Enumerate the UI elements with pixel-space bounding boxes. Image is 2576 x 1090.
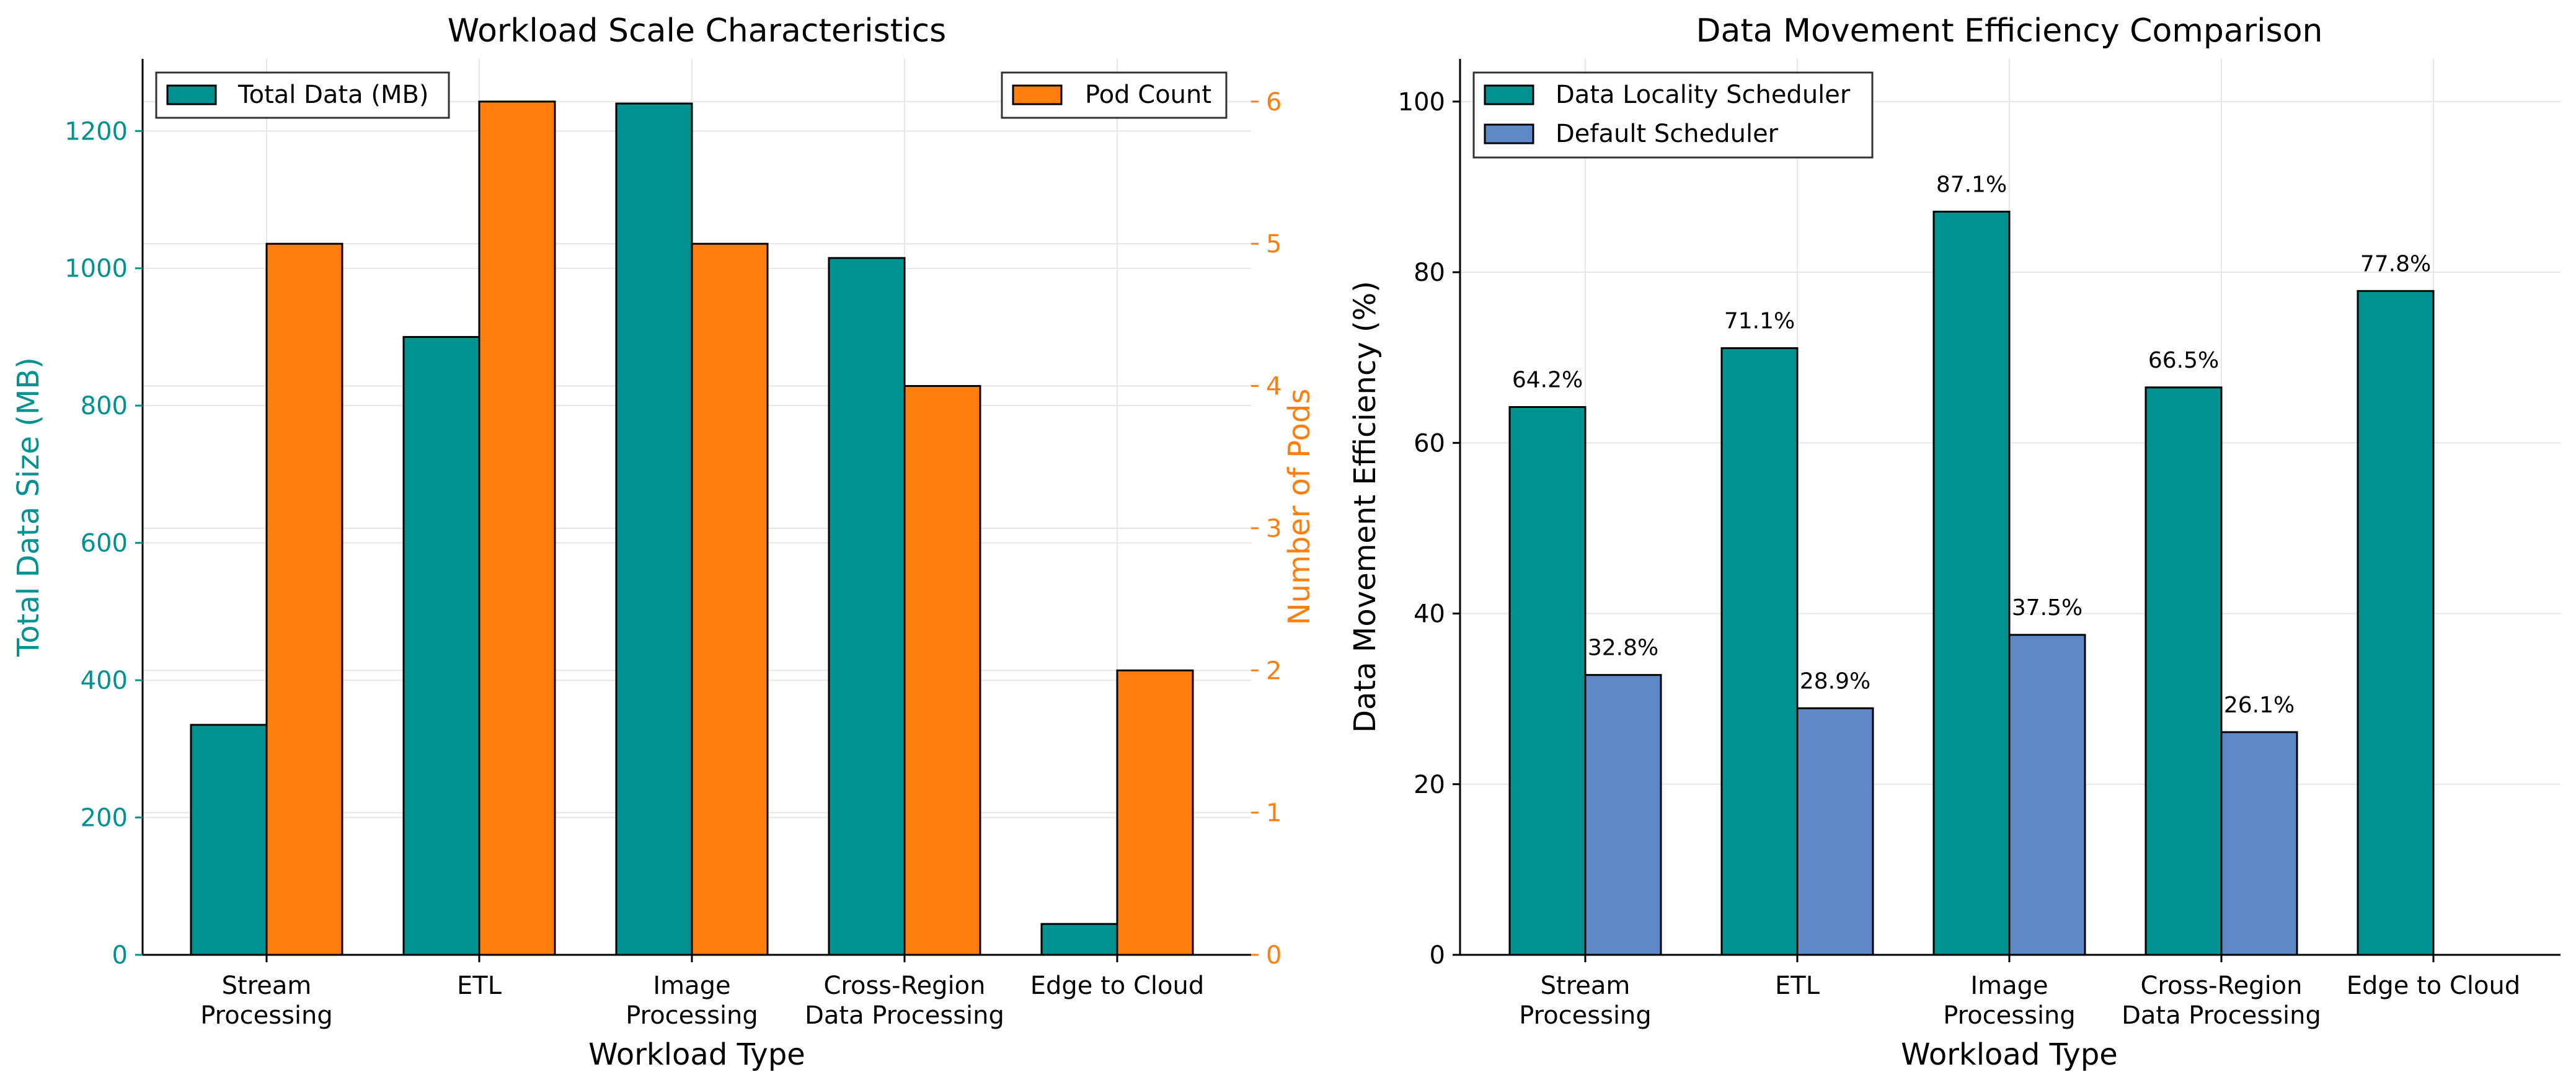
tick-label-left: 1200 — [64, 117, 128, 146]
bar-total-data — [828, 257, 906, 956]
data-label-default: 37.5% — [2012, 595, 2082, 621]
bar-total-data — [190, 724, 268, 956]
legend-swatch — [1484, 84, 1534, 105]
bar-data-locality — [2357, 290, 2435, 956]
bar-data-locality — [1720, 347, 1799, 956]
chart-workload-scale: 0 200 400 600 800 1000 1200 0 1 2 3 4 5 6 Stream Proces… — [11, 12, 1317, 1072]
bar-default-scheduler — [1796, 707, 1874, 956]
legend-swatch — [1012, 84, 1063, 105]
chart-title: Workload Scale Characteristics — [448, 12, 947, 50]
bar-default-scheduler — [2008, 634, 2086, 956]
data-label-default: 32.8% — [1588, 636, 1658, 661]
bar-pod-count — [478, 100, 556, 956]
legend-swatch — [1484, 123, 1534, 144]
x-axis-label: Workload Type — [1901, 1037, 2118, 1072]
tick-label-left: 1000 — [64, 255, 128, 283]
legend-label: Total Data (MB) — [237, 81, 429, 109]
bar-total-data — [1040, 923, 1118, 956]
y-axis-label: Data Movement Efficiency (%) — [1348, 281, 1383, 733]
data-label-locality: 77.8% — [2360, 251, 2431, 277]
bar-default-scheduler — [1584, 674, 1662, 956]
tick-label-x: Edge to Cloud — [1030, 972, 1205, 1000]
tick-label-right: 0 — [1266, 941, 1281, 970]
tick-label-left: 0 — [112, 941, 128, 970]
y-axis-label-right: Number of Pods — [1282, 389, 1317, 626]
tick-label-x: Stream Processing — [200, 972, 333, 1030]
tick-label-right: 2 — [1266, 657, 1281, 685]
tick-label-left: 400 — [81, 667, 128, 695]
bar-default-scheduler — [2220, 731, 2298, 956]
bar-pod-count — [903, 385, 981, 956]
tick-label-right: 4 — [1266, 373, 1281, 401]
tick-label-y: 60 — [1414, 429, 1445, 458]
tick-label-right: 5 — [1266, 230, 1281, 259]
bar-pod-count — [1116, 669, 1194, 956]
tick-label-x: ETL — [457, 972, 502, 1000]
bar-total-data — [615, 102, 693, 956]
bar-pod-count — [265, 242, 343, 956]
data-label-default: 26.1% — [2224, 693, 2295, 718]
legend-box — [1472, 71, 1874, 159]
tick-label-x: Cross-Region Data Processing — [2122, 972, 2321, 1030]
tick-label-x: Cross-Region Data Processing — [805, 972, 1004, 1030]
bar-data-locality — [1508, 405, 1587, 956]
x-axis-label: Workload Type — [588, 1037, 805, 1072]
tick-label-right: 6 — [1266, 88, 1281, 117]
bar-pod-count — [691, 242, 769, 956]
legend-label: Default Scheduler — [1556, 120, 1779, 148]
data-label-locality: 66.5% — [2148, 348, 2219, 373]
tick-label-y: 100 — [1398, 88, 1445, 117]
tick-label-x: Stream Processing — [1519, 972, 1652, 1030]
data-label-locality: 87.1% — [1936, 172, 2007, 197]
tick-label-x: Image Processing — [626, 972, 758, 1030]
tick-label-left: 800 — [81, 392, 128, 420]
tick-label-y: 40 — [1414, 600, 1445, 629]
tick-label-y: 80 — [1414, 259, 1445, 287]
bar-data-locality — [1932, 210, 2011, 956]
tick-label-x: Image Processing — [1943, 972, 2076, 1030]
data-label-default: 28.9% — [1800, 668, 1870, 694]
chart-data-movement-efficiency: 64.2% 32.8% 71.1% 28.9% 87.1% 37.5% 66.5% 26.1%… — [1348, 12, 2561, 1072]
legend: Data Locality Scheduler Default Scheduler — [1472, 71, 1874, 159]
legend-swatch — [166, 84, 217, 105]
tick-label-right: 1 — [1266, 799, 1281, 828]
tick-label-right: 3 — [1266, 515, 1281, 543]
tick-label-left: 200 — [81, 804, 128, 833]
tick-label-x: ETL — [1775, 972, 1820, 1000]
tick-label-y: 20 — [1414, 771, 1445, 799]
legend-total-data: Total Data (MB) — [155, 71, 450, 119]
legend-label: Data Locality Scheduler — [1556, 81, 1851, 109]
chart-title: Data Movement Efficiency Comparison — [1696, 12, 2322, 50]
tick-label-y: 0 — [1430, 941, 1445, 970]
legend-label: Pod Count — [1085, 81, 1211, 109]
data-label-locality: 64.2% — [1512, 367, 1583, 392]
tick-label-x: Edge to Cloud — [2347, 972, 2521, 1000]
data-label-locality: 71.1% — [1724, 309, 1795, 334]
y-axis-label-left: Total Data Size (MB) — [11, 357, 46, 657]
tick-label-left: 600 — [81, 529, 128, 558]
bar-data-locality — [2144, 386, 2223, 956]
legend-pod-count: Pod Count — [1001, 71, 1228, 119]
bar-total-data — [402, 335, 480, 956]
